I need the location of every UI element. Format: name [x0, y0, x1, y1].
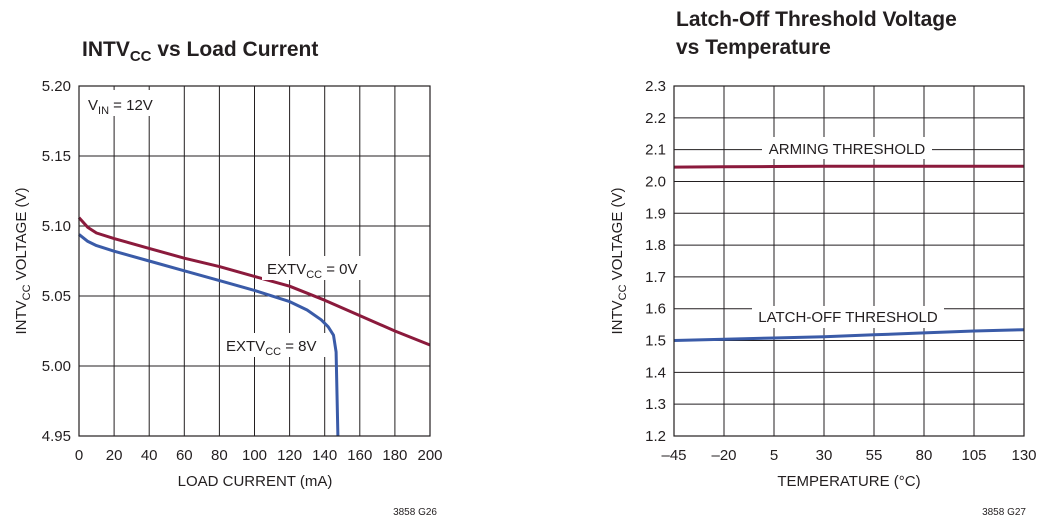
- chart-right-x-ticks: –45 –20 5 30 55 80 105 130: [661, 447, 1036, 464]
- y-tick-label: 1.9: [645, 205, 666, 222]
- y-tick-label: 1.4: [645, 364, 666, 381]
- y-tick-label: 4.95: [42, 428, 71, 445]
- y-tick-label: 2.3: [645, 78, 666, 95]
- x-tick-label: 55: [866, 447, 883, 464]
- chart-right-series2-label: LATCH-OFF THRESHOLD: [758, 309, 938, 326]
- chart-right-title-line2: vs Temperature: [676, 36, 831, 59]
- chart-left-series1-label: EXTVCC = 0V: [267, 261, 358, 281]
- y-tick-label: 5.10: [42, 218, 71, 235]
- y-tick-label: 2.1: [645, 142, 666, 159]
- y-tick-label: 5.00: [42, 358, 71, 375]
- x-tick-label: 100: [242, 447, 267, 464]
- chart-left-series1-label-bg: [262, 256, 374, 280]
- chart-left-note-bg: [84, 90, 154, 116]
- chart-left-y-axis-label: INTVCC VOLTAGE (V): [13, 187, 33, 334]
- x-tick-label: 30: [816, 447, 833, 464]
- chart-left-plot-frame: [78, 85, 431, 437]
- x-tick-label: 20: [106, 447, 123, 464]
- y-tick-label: 5.15: [42, 148, 71, 165]
- x-tick-label: 80: [916, 447, 933, 464]
- chart-right-y-axis-label: INTVCC VOLTAGE (V): [609, 187, 629, 334]
- x-tick-label: 130: [1011, 447, 1036, 464]
- series-line-2: [78, 233, 340, 437]
- chart-right-y-ticks: 1.2 1.3 1.4 1.5 1.6 1.7 1.8 1.9 2.0 2.1 2.2 2.3: [645, 78, 666, 445]
- y-tick-label: 1.6: [645, 301, 666, 318]
- x-tick-label: 120: [277, 447, 302, 464]
- x-tick-label: 40: [141, 447, 158, 464]
- series-line-1: [673, 164, 1024, 169]
- y-tick-label: 5.20: [42, 78, 71, 95]
- y-tick-label: 1.2: [645, 428, 666, 445]
- chart-left-x-ticks: 0 20 40 60 80 100 120 140 160 180 200: [75, 447, 443, 464]
- chart-left-y-ticks: 4.95 5.00 5.05 5.10 5.15 5.20: [42, 78, 71, 445]
- x-tick-label: 105: [961, 447, 986, 464]
- y-tick-label: 1.5: [645, 333, 666, 350]
- chart-right-figure-code: 3858 G27: [982, 507, 1026, 518]
- x-tick-label: –45: [661, 447, 686, 464]
- chart-right-series1-label: ARMING THRESHOLD: [769, 141, 926, 158]
- chart-left-x-axis-label: LOAD CURRENT (mA): [178, 473, 333, 490]
- x-tick-label: 60: [176, 447, 193, 464]
- chart-right-plot-frame: [673, 85, 1025, 437]
- chart-left: INTVCC vs Load Current 4.95 5.00 5.05 5.10 5…: [13, 38, 443, 518]
- x-tick-label: 5: [770, 447, 778, 464]
- chart-right-series2-label-bg: [752, 306, 944, 328]
- chart-left-series2-label: EXTVCC = 8V: [226, 338, 317, 358]
- y-tick-label: 2.2: [645, 110, 666, 127]
- series-line-1: [77, 216, 431, 347]
- chart-left-series: [77, 216, 431, 437]
- chart-right: Latch-Off Threshold Voltage vs Temperatu…: [609, 8, 1037, 518]
- chart-right-series1-label-bg: [762, 137, 932, 159]
- chart-left-figure-code: 3858 G26: [393, 507, 437, 518]
- y-tick-label: 1.7: [645, 269, 666, 286]
- chart-left-series2-label-bg: [222, 333, 330, 357]
- y-tick-label: 1.8: [645, 237, 666, 254]
- x-tick-label: 180: [382, 447, 407, 464]
- x-tick-label: 160: [347, 447, 372, 464]
- chart-left-title: INTVCC vs Load Current: [82, 38, 318, 65]
- y-tick-label: 1.3: [645, 396, 666, 413]
- x-tick-label: 200: [417, 447, 442, 464]
- chart-right-x-axis-label: TEMPERATURE (°C): [777, 473, 920, 490]
- chart-left-grid: [79, 86, 430, 436]
- series-line-2: [673, 328, 1025, 342]
- y-tick-label: 5.05: [42, 288, 71, 305]
- chart-right-title-line1: Latch-Off Threshold Voltage: [676, 8, 957, 31]
- x-tick-label: 80: [211, 447, 228, 464]
- y-tick-label: 2.0: [645, 173, 666, 190]
- chart-right-series: [673, 164, 1025, 342]
- x-tick-label: 140: [312, 447, 337, 464]
- x-tick-label: 0: [75, 447, 83, 464]
- x-tick-label: –20: [711, 447, 736, 464]
- chart-left-note: VIN = 12V: [88, 97, 153, 117]
